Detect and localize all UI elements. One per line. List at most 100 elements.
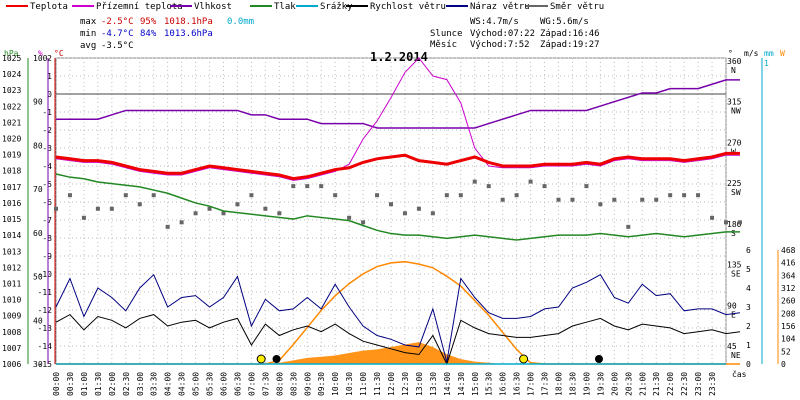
x-tick: 13:30	[429, 372, 438, 396]
wind-speed-line	[55, 313, 741, 366]
wind-dir-point	[472, 179, 477, 184]
legend-label: Teplota	[30, 2, 68, 12]
temp-tick: -4	[42, 162, 52, 171]
wind-dir-point	[305, 184, 310, 189]
pct-tick: 30	[33, 360, 43, 369]
x-tick: 12:00	[387, 372, 396, 396]
pct-tick: 100	[33, 54, 48, 63]
wind-dir-point	[151, 193, 156, 198]
wind-dir-point	[54, 206, 58, 211]
w-tick: 468	[781, 246, 796, 255]
wind-dir-point	[389, 202, 393, 207]
wind-dir-point	[710, 215, 715, 220]
wind-dir-point	[193, 211, 198, 216]
stats-min-hum: 84%	[140, 29, 157, 39]
x-tick: 03:30	[150, 372, 159, 396]
w-tick: 104	[781, 335, 796, 344]
wind-dir-point	[542, 184, 547, 189]
x-tick: 18:00	[555, 372, 564, 396]
x-tick: 15:00	[471, 372, 480, 396]
stats-max-temp: -2.5°C	[101, 17, 134, 27]
dir-tick-deg: 135	[727, 261, 742, 270]
temp-tick: 1	[47, 72, 52, 81]
x-tick: 01:00	[80, 372, 89, 396]
wind-dir-point	[458, 193, 463, 198]
dir-tick-name: S	[731, 229, 736, 238]
wind-dir-point	[668, 193, 673, 198]
w-tick: 364	[781, 271, 796, 280]
temp-line	[55, 151, 740, 181]
pct-tick: 60	[33, 229, 43, 238]
x-tick: 07:00	[247, 372, 256, 396]
mm-tick: 1	[764, 59, 769, 68]
legend-label: Vlhkost	[194, 2, 232, 12]
x-tick: 04:00	[164, 372, 173, 396]
x-tick: 02:30	[122, 372, 131, 396]
unit-mm: mm	[764, 49, 774, 58]
ms-tick: 0	[746, 360, 751, 369]
x-tick: 17:00	[527, 372, 536, 396]
x-tick: 05:30	[206, 372, 215, 396]
stats-min-label: min	[80, 29, 96, 39]
wind-dir-point	[249, 193, 254, 198]
stats-max-press: 1018.1hPa	[164, 17, 213, 27]
temp-tick: 0	[47, 90, 52, 99]
wind-dir-point	[598, 202, 603, 207]
unit-w: W	[780, 49, 785, 58]
stats-max-label: max	[80, 17, 97, 27]
stats-max-rain: 0.0mm	[227, 17, 254, 27]
x-tick: 11:00	[359, 372, 368, 396]
temp-tick: -9	[42, 252, 52, 261]
wind-dir-point	[221, 211, 226, 216]
ms-tick: 4	[746, 284, 751, 293]
temp-tick: -15	[38, 360, 53, 369]
x-tick: 23:30	[708, 372, 717, 396]
sun-rise: Východ:07:22	[470, 29, 535, 39]
wind-dir-point	[500, 197, 505, 202]
wind-dir-point	[528, 179, 533, 184]
moon-label: Měsíc	[430, 40, 457, 50]
solar-area	[56, 342, 740, 364]
hpa-tick: 1016	[2, 199, 21, 208]
unit-hpa: hPa	[4, 49, 19, 58]
x-tick: 09:30	[317, 372, 326, 396]
pct-tick: 80	[33, 141, 43, 150]
temp-tick: -11	[38, 288, 53, 297]
x-tick: 12:30	[401, 372, 410, 396]
x-tick: 23:00	[694, 372, 703, 396]
wind-dir-point	[654, 197, 659, 202]
x-tick: 22:30	[680, 372, 689, 396]
x-tick: 20:30	[624, 372, 633, 396]
wind-dir-point	[109, 206, 114, 211]
hpa-tick: 1010	[2, 296, 21, 305]
x-tick: 00:00	[52, 372, 61, 396]
x-tick: 20:00	[610, 372, 619, 396]
wind-dir-point	[361, 220, 366, 225]
moonset-marker	[594, 355, 603, 363]
dir-tick-name: SE	[731, 270, 741, 279]
x-tick: 16:30	[513, 372, 522, 396]
dir-tick-deg: 270	[727, 138, 742, 147]
wind-dir-point	[556, 197, 561, 202]
legend-label: Rychlost větru	[370, 2, 446, 12]
gust-line	[55, 273, 741, 363]
x-tick: 15:30	[485, 372, 494, 396]
wind-dir-point	[67, 193, 72, 198]
hpa-tick: 1015	[2, 215, 21, 224]
dir-tick-deg: 360	[727, 57, 742, 66]
x-tick: 21:00	[638, 372, 647, 396]
wind-dir-point	[737, 220, 742, 225]
stats-avg-label: avg	[80, 41, 96, 51]
legend-label: Srážky	[320, 2, 353, 12]
wind-dir-point	[514, 193, 519, 198]
hpa-tick: 1009	[2, 312, 21, 321]
temp-tick: -10	[38, 270, 53, 279]
x-tick: 06:30	[233, 372, 242, 396]
wind-dir-point	[696, 193, 701, 198]
temp-tick: -8	[42, 234, 52, 243]
dir-tick-name: SW	[731, 188, 741, 197]
x-tick: 09:00	[303, 372, 312, 396]
dir-tick-deg: 45	[727, 342, 737, 351]
wind-dir-point	[430, 211, 435, 216]
